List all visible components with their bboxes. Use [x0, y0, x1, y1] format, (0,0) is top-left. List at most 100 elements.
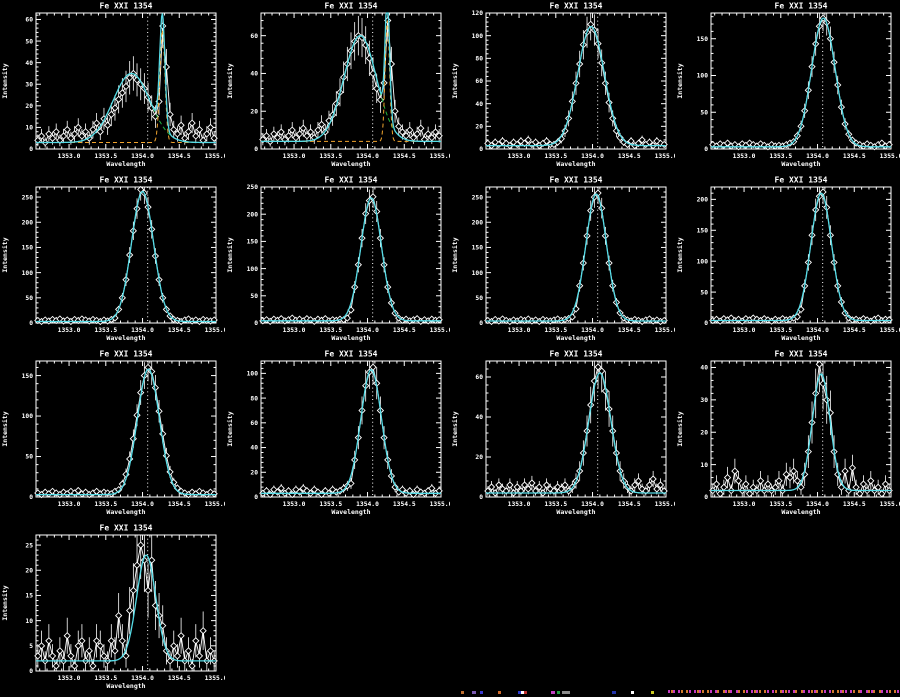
spectrum-panel-6: 1353.0 1353.5 1354.0 1354.5 1355.0 0 50 100 150 2…: [226, 176, 450, 343]
pixel-artifact-dot: [472, 691, 476, 694]
y-tick-label: 30: [25, 81, 33, 88]
x-tick-label: 1353.5: [94, 675, 117, 682]
diamond-marker: [745, 490, 754, 498]
y-tick-label: 25: [25, 542, 33, 549]
diamond-marker: [63, 316, 71, 324]
x-tick-label: 1353.0: [733, 153, 756, 160]
x-tick-label: 1353.0: [508, 501, 531, 508]
diamond-marker: [314, 488, 322, 496]
diamond-marker: [184, 128, 193, 136]
pixel-artifact-segment: [792, 690, 795, 693]
diamond-marker: [660, 140, 668, 149]
pixel-artifact-segment: [808, 690, 811, 693]
diamond-marker: [723, 139, 732, 147]
y-tick-label: 0: [479, 146, 483, 153]
pixel-artifact-segment: [766, 690, 769, 693]
diamond-marker: [720, 483, 728, 491]
pixel-artifact-dot: [524, 691, 527, 694]
diamond-marker: [616, 134, 624, 142]
pixel-artifact-segment: [886, 690, 889, 693]
diamond-marker: [151, 112, 160, 121]
diamond-marker: [133, 561, 141, 569]
diamond-marker: [417, 488, 425, 496]
axes-box: [485, 360, 667, 498]
y-tick-label: 100: [247, 266, 259, 273]
diamond-marker: [756, 477, 765, 485]
pixel-artifact-segment: [774, 690, 777, 693]
diamond-marker: [259, 135, 267, 144]
diamond-marker: [48, 134, 57, 142]
diamond-marker: [553, 483, 562, 491]
diamond-marker: [303, 132, 311, 140]
axes-box: [35, 186, 217, 324]
y-axis-label: Intensity: [1, 411, 9, 446]
x-tick-label: 1354.0: [356, 501, 379, 508]
diamond-marker: [790, 467, 798, 475]
x-tick-label: 1354.5: [393, 327, 416, 334]
pixel-artifact-segment: [868, 690, 871, 693]
diamond-marker: [70, 662, 79, 670]
diamond-marker: [74, 486, 82, 495]
pixel-artifact-segment: [800, 690, 803, 693]
diamond-marker: [513, 483, 521, 491]
diamond-marker: [270, 130, 278, 138]
diamond-marker: [129, 586, 137, 595]
y-tick-label: 20: [475, 124, 483, 131]
data-trace: [37, 188, 215, 322]
diamond-marker: [284, 132, 293, 140]
x-axis-label: Wavelength: [331, 334, 370, 342]
pixel-artifact-segment: [824, 690, 826, 693]
axes-box: [260, 186, 442, 324]
diamond-marker: [634, 477, 643, 485]
panel-title: Fe XXI 1354: [325, 350, 378, 359]
panel-title: Fe XXI 1354: [325, 2, 378, 11]
gaussian-fit-curve: [36, 368, 216, 496]
diamond-marker: [314, 126, 322, 134]
pixel-artifact-segment: [844, 690, 847, 693]
spectrum-panel-7: 1353.0 1353.5 1354.0 1354.5 1355.0 0 50 100 150 2…: [451, 176, 675, 343]
y-tick-label: 30: [700, 397, 708, 404]
y-tick-label: 120: [472, 10, 484, 17]
diamond-marker: [645, 481, 654, 489]
axes-box: [35, 12, 217, 150]
panel-title: Fe XXI 1354: [550, 2, 603, 11]
diamond-marker: [815, 360, 824, 368]
diamond-marker: [67, 652, 75, 660]
diamond-marker: [188, 119, 196, 127]
x-tick-label: 1354.5: [168, 327, 191, 334]
y-tick-label: 100: [247, 371, 259, 378]
y-tick-label: 20: [250, 108, 258, 115]
spectrum-panel-2: 1353.0 1353.5 1354.0 1354.5 1355.0 0 20 40 60 Fe …: [226, 2, 450, 169]
diamond-marker: [34, 652, 42, 660]
panel-title: Fe XXI 1354: [100, 350, 153, 359]
x-tick-label: 1353.5: [94, 501, 117, 508]
y-tick-label: 20: [250, 469, 258, 476]
x-tick-label: 1355.0: [205, 327, 225, 334]
diamond-marker: [129, 435, 137, 443]
diamond-marker: [199, 627, 207, 635]
diamond-marker: [852, 315, 860, 323]
diamond-marker: [144, 586, 152, 595]
diamond-marker: [81, 128, 90, 136]
x-tick-label: 1355.0: [880, 327, 900, 334]
diamond-marker: [192, 316, 200, 324]
pixel-artifact-segment: [673, 690, 676, 693]
y-tick-label: 0: [479, 320, 483, 327]
y-tick-label: 100: [472, 270, 484, 277]
y-tick-label: 200: [697, 197, 709, 204]
pixel-artifact-segment: [811, 690, 813, 693]
diamond-marker: [92, 637, 101, 645]
y-tick-label: 20: [700, 429, 708, 436]
x-tick-label: 1354.0: [356, 153, 379, 160]
diamond-marker: [210, 134, 218, 142]
x-tick-label: 1354.5: [618, 153, 641, 160]
x-tick-label: 1354.0: [806, 327, 829, 334]
y-tick-label: 60: [475, 78, 483, 85]
x-tick-label: 1354.5: [168, 675, 191, 682]
pixel-artifact-segment: [714, 690, 717, 693]
diamond-marker: [170, 125, 178, 134]
diamond-marker: [358, 33, 366, 42]
y-tick-label: 60: [250, 420, 258, 427]
y-axis-label: Intensity: [1, 237, 9, 272]
diamond-marker: [413, 130, 421, 138]
